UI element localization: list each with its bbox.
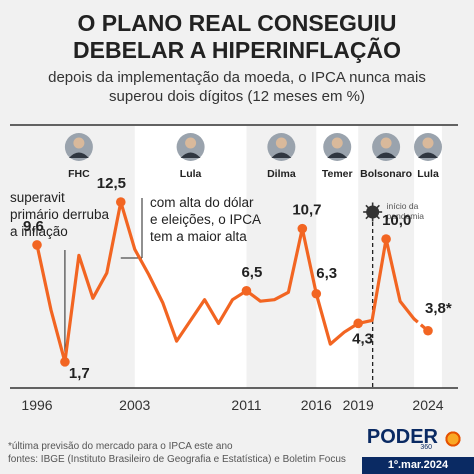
x-tick-2011: 2011: [231, 397, 261, 413]
pandemic-annotation-line: pandemia: [387, 211, 425, 221]
virus-icon-spike: [376, 204, 380, 209]
chart-subtitle: depois da implementação da moeda, o IPCA…: [0, 68, 474, 106]
president-avatar-suit-4: [376, 152, 397, 158]
chart-title: O PLANO REAL CONSEGUIU DEBELAR A HIPERIN…: [0, 10, 474, 64]
data-label-2021: 10,0: [382, 212, 411, 229]
subtitle-line-2: superou dois dígitos (12 meses em %): [109, 88, 365, 105]
superavit-annotation-line: superavit: [10, 190, 65, 205]
eleicoes-annotation-line: com alta do dólar: [150, 195, 254, 210]
president-label-0: FHC: [68, 168, 90, 180]
data-label-2016: 6,3: [316, 265, 337, 282]
data-point-2016: [311, 288, 322, 299]
president-avatar-suit-1: [180, 152, 201, 158]
data-label-2024: 3,8*: [425, 300, 452, 317]
publish-date: 1º.mar.2024: [362, 457, 474, 474]
president-label-5: Lula: [417, 168, 439, 180]
footnote: *última previsão do mercado para o IPCA …: [8, 441, 233, 452]
data-point-2019: [353, 318, 363, 329]
superavit-annotation-line: primário derruba: [10, 207, 110, 222]
president-band-1: [134, 126, 247, 388]
data-point-2015: [297, 223, 308, 234]
eleicoes-annotation-line: tem a maior alta: [150, 229, 247, 244]
president-label-3: Temer: [322, 168, 353, 180]
president-avatar-face-5: [422, 137, 434, 149]
president-avatar-suit-2: [271, 152, 292, 158]
x-tick-2019: 2019: [343, 397, 374, 413]
data-label-2011: 6,5: [241, 264, 262, 281]
sun-icon: [442, 428, 464, 450]
data-point-1996: [32, 240, 42, 250]
data-label-1996: 9,6: [23, 218, 44, 235]
president-avatar-face-3: [331, 137, 343, 149]
eleicoes-annotation-line: e eleições, o IPCA: [150, 212, 261, 227]
president-avatar-face-4: [380, 137, 392, 149]
x-tick-1996: 1996: [21, 397, 52, 413]
title-line-1: O PLANO REAL CONSEGUIU: [77, 10, 397, 36]
virus-icon-spike: [365, 215, 369, 220]
sources: fontes: IBGE (Instituto Brasileiro de Ge…: [8, 454, 346, 465]
data-label-2015: 10,7: [292, 202, 321, 219]
ipca-series-line: [35, 200, 416, 364]
president-label-2: Dilma: [267, 168, 296, 180]
subtitle-line-1: depois da implementação da moeda, o IPCA…: [48, 69, 426, 86]
president-avatar-suit-5: [418, 152, 438, 158]
data-point-2021: [381, 234, 391, 244]
virus-icon-spike: [365, 204, 369, 209]
data-label-2019: 4,3: [352, 330, 373, 347]
president-band-3: [316, 126, 359, 388]
data-label-1998: 1,7: [69, 365, 90, 382]
data-point-1998: [60, 357, 70, 367]
president-band-5: [414, 126, 442, 388]
virus-icon: [366, 205, 380, 219]
president-avatar-suit-3: [327, 152, 348, 158]
x-tick-2016: 2016: [301, 397, 332, 413]
virus-icon-spike: [376, 215, 380, 220]
brand-logo-sub: 360: [420, 444, 432, 451]
x-tick-2024: 2024: [412, 397, 443, 413]
president-avatar-suit-0: [68, 152, 89, 158]
data-point-2011: [241, 286, 252, 296]
x-tick-2003: 2003: [119, 397, 150, 413]
brand-logo: PODER: [366, 426, 438, 448]
data-label-2002: 12,5: [97, 175, 126, 192]
data-point-2002: [115, 197, 126, 207]
ipca-series-forecast: [412, 317, 430, 333]
title-line-2: DEBELAR A HIPERINFLAÇÃO: [73, 37, 401, 63]
president-avatar-face-1: [185, 137, 197, 149]
president-label-1: Lula: [180, 168, 202, 180]
superavit-annotation-line: a inflação: [10, 224, 68, 239]
president-avatar-face-2: [275, 137, 287, 149]
data-point-2024: [423, 325, 433, 336]
pandemic-annotation-line: início da: [387, 201, 419, 211]
president-avatar-face-0: [73, 137, 85, 149]
president-label-4: Bolsonaro: [360, 168, 412, 180]
